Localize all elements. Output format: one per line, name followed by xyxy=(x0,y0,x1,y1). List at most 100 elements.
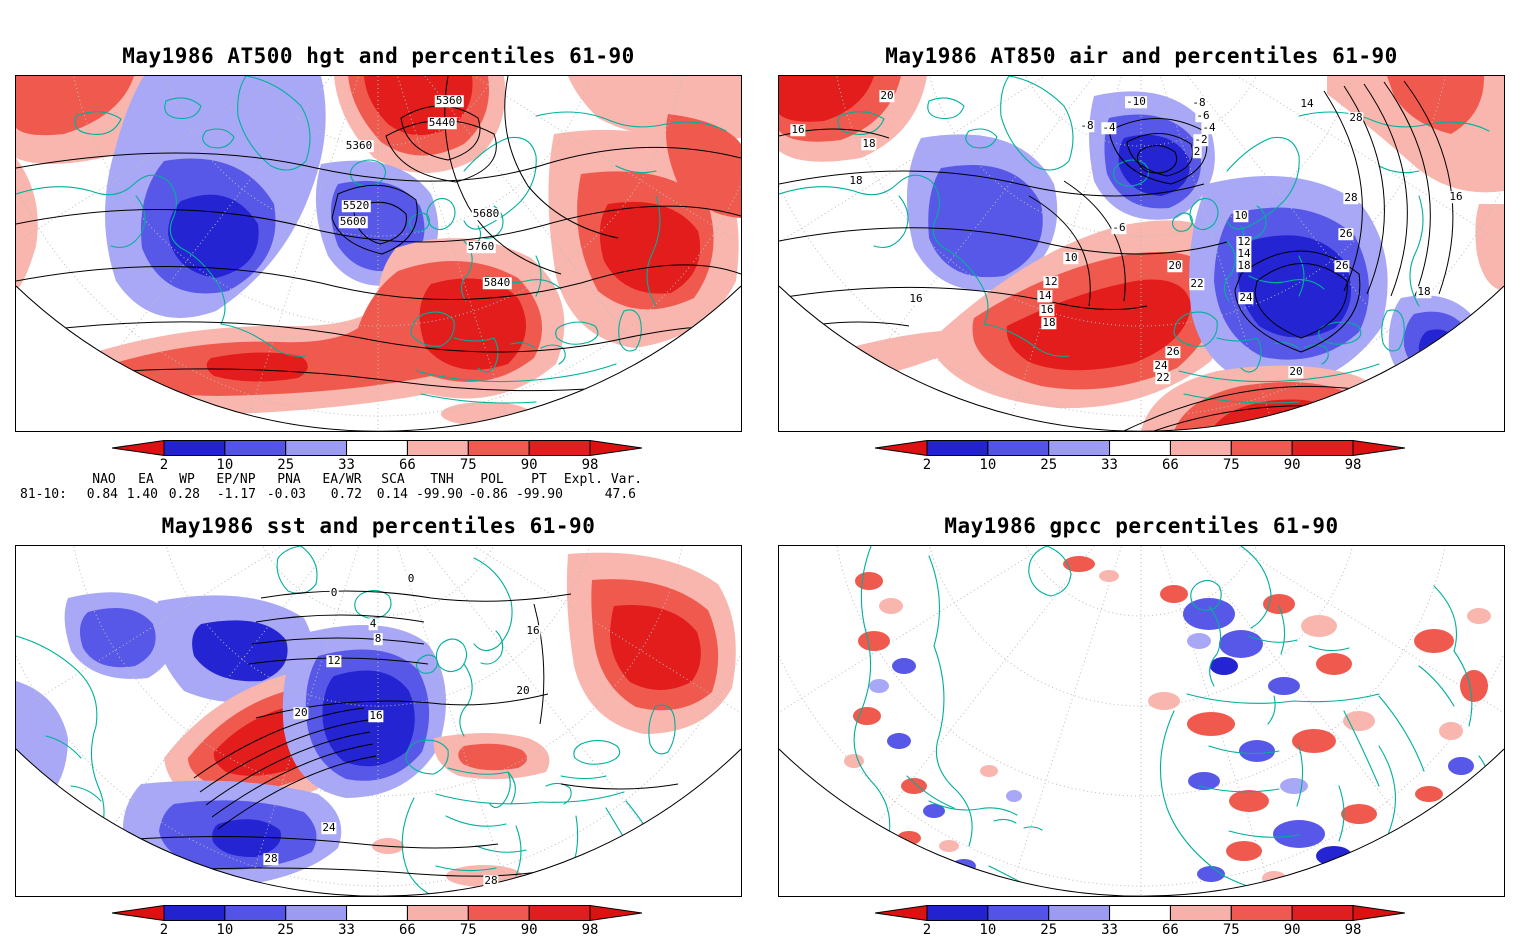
colorbar-segment xyxy=(285,440,348,456)
colorbar-right-arrow xyxy=(589,439,643,457)
colorbar-svg xyxy=(874,439,1406,457)
colorbar-segment xyxy=(163,440,226,456)
index-value: -1.17 xyxy=(216,487,256,502)
contour-label: 28 xyxy=(483,874,499,888)
colorbar-right-arrow xyxy=(1352,439,1406,457)
colorbar-segment xyxy=(285,905,348,921)
contour-label: 5760 xyxy=(466,240,496,254)
colorbar-segment xyxy=(1291,905,1354,921)
contour-label: 20 xyxy=(293,706,309,720)
colorbar-tick: 25 xyxy=(277,457,295,473)
contour-label: 24 xyxy=(1153,359,1169,373)
contour-label: 20 xyxy=(1288,365,1304,379)
colorbar-tick: 66 xyxy=(1161,922,1179,938)
panel-title-sst: May1986 sst and percentiles 61-90 xyxy=(161,514,596,538)
colorbar-tick: 98 xyxy=(1344,457,1362,473)
colorbar-segment xyxy=(1230,905,1293,921)
colorbar-tick: 33 xyxy=(338,457,355,473)
map-at850: 20 16 18 18 16 -10 -8 -4 -8 -6 -4 -2 2 -6 14 28 28 16 26 26… xyxy=(778,75,1505,432)
index-value: 0.14 xyxy=(376,487,408,502)
colorbar-tick: 25 xyxy=(1040,457,1058,473)
colorbar-segment xyxy=(1169,440,1232,456)
contour-label: 5360 xyxy=(344,139,374,153)
map-canvas-at850 xyxy=(779,76,1504,431)
contour-label: 18 xyxy=(1416,285,1432,299)
colorbar-left-arrow xyxy=(874,439,928,457)
index-value: -99.90 xyxy=(516,487,563,502)
colorbar-tick: 75 xyxy=(1222,457,1240,473)
contour-label: 12 xyxy=(326,654,342,668)
contour-label: 20 xyxy=(1167,259,1183,273)
map-canvas-at500 xyxy=(16,76,741,431)
colorbar-segment xyxy=(467,440,530,456)
colorbar-segment xyxy=(1109,905,1171,921)
colorbar-segment xyxy=(926,905,989,921)
index-name: PT xyxy=(531,472,547,487)
contour-label: 16 xyxy=(790,123,806,137)
colorbar-sst: 2 10 25 33 66 75 90 98 xyxy=(111,904,643,943)
contour-label: 28 xyxy=(1348,111,1364,125)
index-value: 0.72 xyxy=(330,487,362,502)
index-value: -0.03 xyxy=(266,487,306,502)
colorbar-segment xyxy=(528,440,591,456)
index-name: EP/NP xyxy=(216,472,256,487)
colorbar-segment xyxy=(224,905,287,921)
index-name: NAO xyxy=(92,472,116,487)
colorbar-tick: 10 xyxy=(216,922,234,938)
teleconnection-table: NAO EA WP EP/NP PNA EA/WR SCA TNH POL PT Expl. Var… xyxy=(20,472,644,502)
index-name: SCA xyxy=(381,472,405,487)
colorbar-tick: 2 xyxy=(159,922,169,938)
colorbar-segment xyxy=(406,440,469,456)
colorbar-tick: 66 xyxy=(1161,457,1179,473)
colorbar-tick: 75 xyxy=(459,922,477,938)
colorbar-tick: 25 xyxy=(277,922,295,938)
contour-label: 5360 xyxy=(434,94,464,108)
index-name: POL xyxy=(480,472,504,487)
contour-label: 16 xyxy=(908,292,924,306)
contour-label: -10 xyxy=(1125,95,1147,109)
colorbar-segment xyxy=(1048,905,1111,921)
colorbar-segment xyxy=(987,440,1050,456)
colorbar-svg xyxy=(874,904,1406,922)
colorbar-at500: 2 10 25 33 66 75 90 98 xyxy=(111,439,643,478)
colorbar-segment xyxy=(346,905,408,921)
contour-label: 0 xyxy=(329,586,339,600)
contour-label: -6 xyxy=(1195,109,1211,123)
contour-label: 10 xyxy=(1063,251,1079,265)
colorbar-tick: 98 xyxy=(1344,922,1362,938)
colorbar-segment xyxy=(346,440,408,456)
contour-label: 12 xyxy=(1236,235,1252,249)
contour-label: 26 xyxy=(1338,227,1354,241)
colorbar-left-arrow xyxy=(111,904,165,922)
colorbar-tick: 90 xyxy=(520,922,538,938)
contour-label: -2 xyxy=(1193,133,1209,147)
contour-label: 5680 xyxy=(471,207,501,221)
colorbar-tick: 75 xyxy=(459,457,477,473)
colorbar-at850: 2 10 25 33 66 75 90 98 xyxy=(874,439,1406,478)
colorbar-tick: 10 xyxy=(216,457,234,473)
contour-label: 16 xyxy=(1039,303,1055,317)
contour-label: 14 xyxy=(1037,289,1053,303)
contour-label: 26 xyxy=(1165,345,1181,359)
contour-label: 22 xyxy=(1189,277,1205,291)
index-value: 0.28 xyxy=(168,487,200,502)
contour-label: 22 xyxy=(1155,371,1171,385)
contour-label: 16 xyxy=(368,709,384,723)
colorbar-segment xyxy=(1109,440,1171,456)
colorbar-segment xyxy=(987,905,1050,921)
contour-label: 24 xyxy=(321,821,337,835)
contour-label: -8 xyxy=(1191,96,1207,110)
colorbar-tick: 25 xyxy=(1040,922,1058,938)
colorbar-left-arrow xyxy=(874,904,928,922)
index-value: 1.40 xyxy=(126,487,158,502)
panel-title-at500: May1986 AT500 hgt and percentiles 61-90 xyxy=(122,44,635,68)
colorbar-tick: 98 xyxy=(581,922,599,938)
index-value: -0.86 xyxy=(468,487,508,502)
table-corner xyxy=(20,472,82,487)
colorbar-segment xyxy=(406,905,469,921)
colorbar-tick: 2 xyxy=(159,457,169,473)
contour-label: 12 xyxy=(1043,275,1059,289)
contour-label: 2 xyxy=(1192,145,1202,159)
contour-label: 14 xyxy=(1299,97,1315,111)
